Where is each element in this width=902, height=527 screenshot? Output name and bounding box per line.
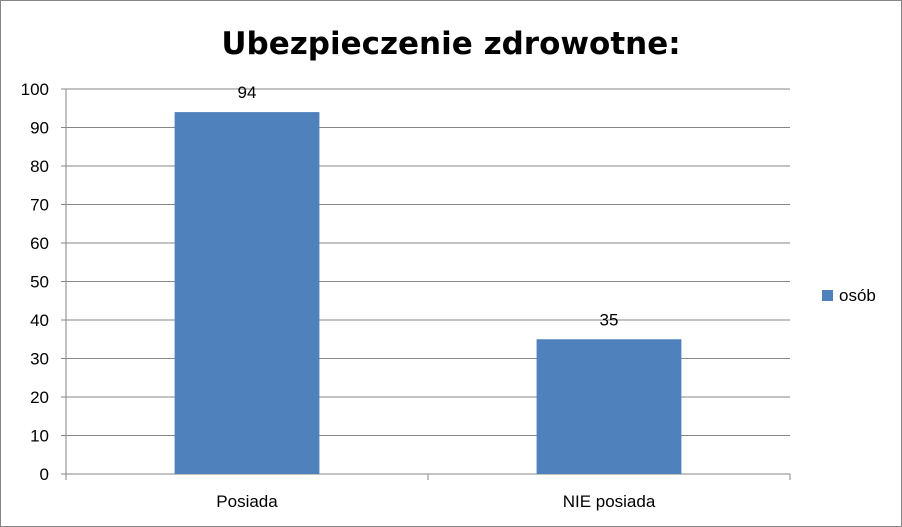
y-tick-label: 70	[30, 196, 49, 215]
legend-label: osób	[839, 286, 876, 305]
x-tick-label: NIE posiada	[563, 492, 656, 511]
labels: 0 10 20 30 40 50 60 70 80 90 100 94 Posiada 35 NIE pos…	[21, 80, 656, 511]
y-tick-label: 0	[40, 465, 49, 484]
y-tick-label: 60	[30, 234, 49, 253]
y-tick-label: 30	[30, 350, 49, 369]
y-tick-label: 40	[30, 311, 49, 330]
y-tick-label: 90	[30, 119, 49, 138]
y-tick-label: 20	[30, 388, 49, 407]
legend: osób	[822, 286, 876, 305]
data-label: 35	[600, 310, 619, 329]
x-tick-label: Posiada	[216, 492, 278, 511]
legend-swatch	[822, 290, 833, 301]
y-tick-label: 80	[30, 157, 49, 176]
chart-title: Ubezpieczenie zdrowotne:	[221, 26, 680, 62]
data-label: 94	[238, 83, 257, 102]
y-tick-label: 50	[30, 273, 49, 292]
bar	[174, 112, 320, 474]
y-tick-label: 10	[30, 427, 49, 446]
bar	[536, 339, 682, 474]
y-tick-label: 100	[21, 80, 49, 99]
bars	[174, 112, 682, 474]
